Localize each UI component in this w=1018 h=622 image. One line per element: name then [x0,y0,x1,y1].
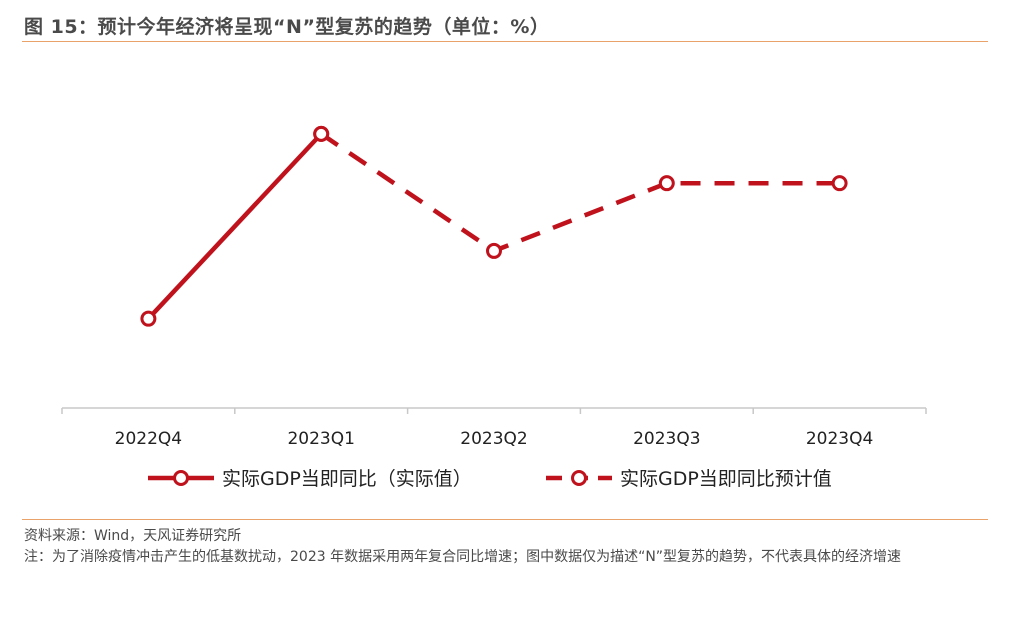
legend: 实际GDP当即同比（实际值） 实际GDP当即同比预计值 [148,468,832,490]
data-point [140,310,157,327]
series-line-1 [146,132,323,321]
chart-title: 图 15：预计今年经济将呈现“N”型复苏的趋势（单位：%） [24,16,550,38]
legend-label-1: 实际GDP当即同比（实际值） [222,468,472,490]
legend-marker-1 [173,470,189,486]
x-tick-label: 2022Q4 [115,429,182,449]
x-tick-label: 2023Q3 [633,429,700,449]
data-point [831,175,848,192]
x-tick-label: 2023Q1 [287,429,354,449]
x-tick-label: 2023Q2 [460,429,527,449]
footer-divider [22,519,988,520]
disclaimer-note: 注：为了消除疫情冲击产生的低基数扰动，2023 年数据采用两年复合同比增速；图中… [24,549,902,565]
legend-label-2: 实际GDP当即同比预计值 [620,468,832,490]
footer: 资料来源：Wind，天风证券研究所 注：为了消除疫情冲击产生的低基数扰动，202… [24,526,984,568]
data-point [313,125,330,142]
data-point [658,175,675,192]
data-point [486,242,502,259]
source-note: 资料来源：Wind，天风证券研究所 [24,528,242,544]
x-axis: 2022Q4 2023Q1 2023Q2 2023Q3 2023Q4 [61,407,927,449]
series-line-2 [319,132,840,254]
plot-area [140,125,848,327]
x-tick-label: 2023Q4 [806,429,873,449]
legend-marker-2 [571,470,587,486]
title-divider [22,41,988,42]
